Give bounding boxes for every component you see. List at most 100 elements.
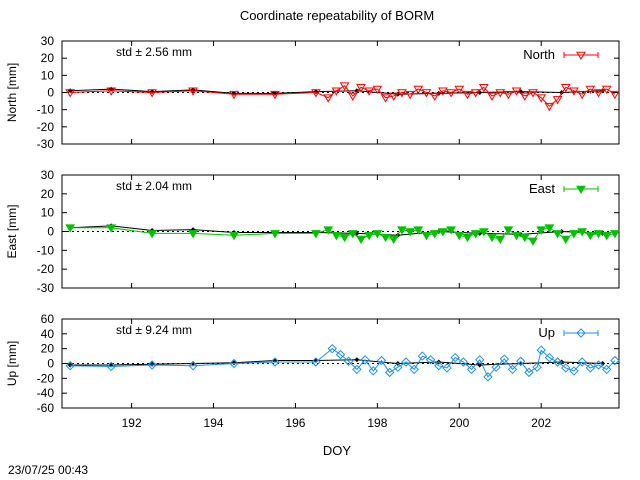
std-label-east: std ± 2.04 mm [116, 179, 192, 193]
y-axis-label-east: East [mm] [5, 204, 19, 258]
data-point-up [515, 356, 526, 366]
data-point-north [270, 90, 280, 100]
data-point-east [429, 230, 440, 239]
data-point-up [499, 354, 510, 364]
data-point-north [65, 89, 76, 98]
daily-line-up [70, 359, 603, 366]
data-point-north [421, 89, 432, 98]
daily-point-up [190, 361, 196, 366]
data-point-north [470, 89, 481, 98]
data-point-north [511, 87, 522, 96]
data-point-up [270, 357, 280, 367]
data-point-east [519, 233, 530, 243]
legend-marker-north [576, 51, 586, 60]
x-tick-label: 192 [122, 416, 142, 430]
chart-title: Coordinate repeatability of BORM [240, 8, 434, 23]
y-tick-label-up: 20 [41, 342, 55, 356]
data-point-up [536, 345, 546, 355]
data-point-north [462, 90, 473, 100]
data-point-east [487, 233, 497, 243]
data-point-north [323, 94, 334, 103]
data-point-east [147, 230, 157, 239]
data-point-east [388, 235, 399, 245]
data-point-up [466, 364, 477, 375]
data-point-north [388, 92, 399, 101]
data-point-north [487, 92, 497, 101]
series-line-up [70, 348, 616, 378]
data-point-north [311, 89, 321, 98]
data-point-east [536, 226, 547, 235]
y-tick-label-north: -20 [37, 120, 55, 134]
data-point-up [327, 343, 338, 354]
data-point-up [442, 363, 452, 373]
y-tick-label-north: 30 [41, 34, 55, 48]
data-point-up [229, 358, 239, 369]
data-point-north [429, 92, 440, 101]
x-tick-label: 200 [449, 416, 469, 430]
data-point-up [475, 355, 485, 365]
data-point-north [331, 87, 342, 96]
data-point-east [585, 231, 596, 241]
data-point-north [188, 87, 198, 96]
data-point-up [384, 367, 395, 378]
daily-point-north [354, 88, 360, 94]
data-point-east [339, 233, 350, 243]
data-point-up [376, 355, 387, 366]
data-point-east [478, 228, 489, 237]
data-point-north [347, 92, 358, 101]
legend-label-east: East [529, 181, 555, 196]
legend-marker-up [576, 328, 586, 338]
data-point-east [446, 226, 456, 235]
data-point-up [610, 355, 620, 366]
data-point-up [602, 364, 612, 375]
data-point-north [405, 90, 415, 100]
data-point-up [188, 361, 198, 371]
data-point-east [331, 231, 342, 241]
data-point-east [397, 226, 407, 235]
data-point-up [65, 361, 75, 371]
data-point-east [65, 224, 76, 233]
data-point-east [438, 228, 448, 237]
data-point-up [434, 361, 444, 371]
data-point-north [397, 89, 407, 98]
data-point-east [106, 224, 117, 233]
data-point-north [147, 89, 157, 98]
data-point-north [106, 87, 117, 96]
y-tick-label-up: 40 [41, 327, 55, 341]
data-point-north [560, 84, 571, 93]
data-point-north [544, 102, 555, 112]
y-tick-label-east: 10 [41, 206, 55, 220]
data-point-east [552, 230, 563, 239]
chart-panels: -30 -20 -10 0 10 20 30 North [mm] std ± 2.56 mm N… [5, 34, 620, 430]
legend-label-up: Up [538, 325, 555, 340]
data-point-up [360, 355, 370, 365]
data-point-up [491, 362, 501, 372]
legend-label-north: North [523, 47, 555, 62]
y-tick-label-east: 20 [41, 187, 55, 201]
x-tick-label: 198 [367, 416, 387, 430]
data-point-up [417, 351, 428, 361]
data-point-up [458, 357, 469, 367]
data-point-north [495, 89, 506, 98]
timestamp: 23/07/25 00:43 [8, 463, 88, 477]
data-point-up [524, 367, 534, 378]
y-tick-label-up: 60 [41, 312, 55, 326]
data-point-up [450, 352, 460, 363]
data-point-east [188, 230, 198, 239]
data-point-north [536, 94, 547, 103]
data-point-north [446, 89, 456, 98]
data-point-north [552, 96, 563, 105]
daily-point-up [477, 362, 483, 368]
data-point-up [577, 357, 587, 367]
data-point-east [356, 235, 366, 245]
data-point-east [610, 230, 620, 239]
data-point-east [413, 226, 424, 235]
y-tick-label-north: 10 [41, 68, 55, 82]
data-point-east [495, 235, 506, 245]
y-tick-label-east: 0 [47, 225, 54, 239]
data-point-up [585, 363, 596, 373]
data-point-up [343, 356, 354, 366]
data-point-north [413, 85, 424, 95]
data-point-up [425, 355, 436, 365]
